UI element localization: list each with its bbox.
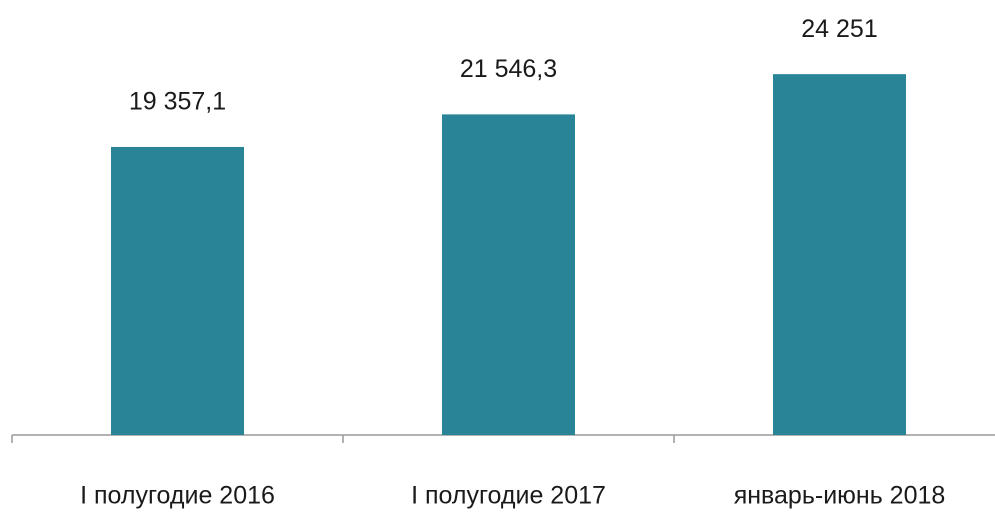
bar bbox=[442, 114, 575, 435]
bar bbox=[773, 74, 906, 436]
value-label: 19 357,1 bbox=[129, 88, 226, 116]
value-label: 24 251 bbox=[801, 15, 877, 43]
bar bbox=[111, 146, 244, 435]
x-tick-label: январь-июнь 2018 bbox=[734, 482, 946, 510]
x-tick-label: I полугодие 2017 bbox=[411, 482, 606, 510]
value-label: 21 546,3 bbox=[460, 55, 557, 83]
x-tick-label: I полугодие 2016 bbox=[80, 482, 275, 510]
